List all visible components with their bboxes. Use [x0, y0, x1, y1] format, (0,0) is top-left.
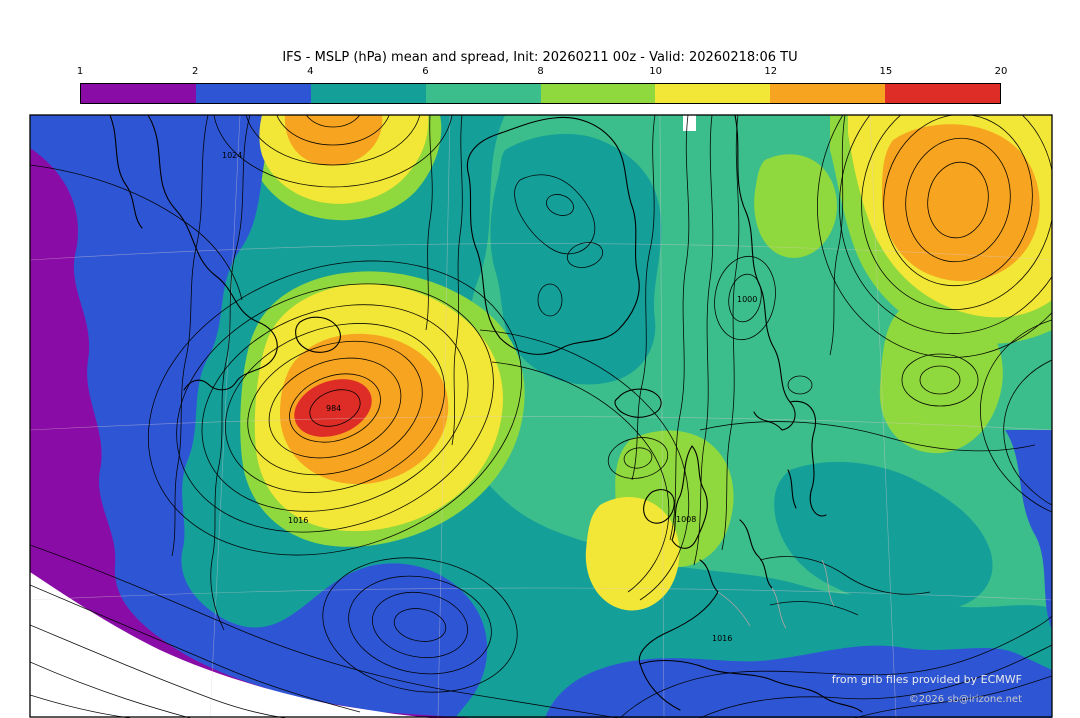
colorbar-tick-label: 8 — [537, 66, 544, 77]
spread-region-red-core — [294, 379, 372, 437]
spread-region-blue-south — [545, 645, 1052, 718]
coast-iceland — [614, 388, 662, 418]
border-europe-1 — [717, 591, 751, 627]
colorbar-tick-label: 20 — [994, 66, 1008, 77]
colorbar-ticks: 1 2 4 6 8 10 12 15 20 — [76, 66, 1008, 81]
spread-fill-layer — [30, 115, 1052, 718]
colorbar-tick-label: 2 — [191, 66, 199, 77]
map-frame — [29, 114, 1053, 718]
border-europe-2 — [771, 587, 787, 629]
colorbar-segment-6-8 — [425, 84, 541, 103]
below-scale-region-white — [30, 572, 430, 718]
coastline-layer — [109, 115, 863, 713]
colorbar-segment-10-12 — [655, 84, 771, 103]
coast-mediterranean — [771, 679, 863, 713]
colorbar-tick-label: 4 — [307, 66, 314, 77]
colorbar-segment-8-10 — [540, 84, 656, 103]
coast-newfoundland — [295, 316, 341, 353]
coast-great-britain — [671, 445, 708, 549]
spread-region-orange-nw — [284, 115, 383, 166]
contour-label: 1024 — [222, 151, 242, 160]
contour-label: 1016 — [712, 634, 732, 643]
coast-ireland — [643, 489, 675, 524]
colorbar-tick-label: 10 — [649, 66, 662, 77]
colorbar-segment-15-20 — [885, 84, 1000, 103]
contour-label: 1000 — [737, 295, 757, 304]
coast-spain-south — [639, 663, 681, 711]
coast-denmark — [787, 469, 797, 509]
spread-region-blue-west — [30, 115, 488, 718]
isobar-layer: 1024 984 1016 1000 1008 1016 — [30, 115, 1052, 718]
map-gap-white — [683, 115, 696, 131]
colorbar-segment-1-2 — [81, 84, 196, 103]
colorbar-tick-label: 1 — [76, 66, 84, 77]
contour-label: 1016 — [288, 516, 308, 525]
contour-label: 1008 — [676, 515, 696, 524]
spread-region-teal-europe — [774, 461, 993, 612]
attribution-source: from grib files provided by ECMWF — [831, 673, 1022, 686]
coast-greenland — [466, 116, 640, 355]
contour-label: 984 — [326, 404, 341, 413]
colorbar-segment-2-4 — [195, 84, 311, 103]
colorbar-tick-label: 12 — [764, 66, 778, 77]
coast-north-sea — [739, 519, 773, 589]
colorbar-segment-4-6 — [310, 84, 426, 103]
coast-norway — [734, 115, 796, 431]
spread-region-green-scandinavia — [754, 154, 837, 258]
attribution-copyright: ©2026 sb@irizone.net — [908, 694, 1022, 705]
coast-north-america — [147, 115, 278, 391]
coast-france-iberia — [638, 559, 773, 681]
spread-region-orange-ne — [882, 124, 1040, 282]
border-europe-3 — [821, 559, 835, 607]
spread-region-teal-greenland — [490, 133, 662, 385]
colorbar-segments — [80, 83, 1001, 104]
coast-baltic — [789, 400, 827, 517]
spread-region-yellow-biscay — [585, 496, 680, 611]
colorbar-tick-label: 15 — [879, 66, 893, 77]
spread-region-blue-east-edge — [1005, 430, 1052, 630]
coast-labrador — [109, 115, 143, 229]
colorbar-tick-label: 6 — [422, 66, 429, 77]
page-title: IFS - MSLP (hPa) mean and spread, Init: … — [282, 50, 798, 65]
colorbar-segment-12-15 — [770, 84, 886, 103]
colorbar: 1 2 4 6 8 10 12 15 20 — [76, 66, 1008, 104]
